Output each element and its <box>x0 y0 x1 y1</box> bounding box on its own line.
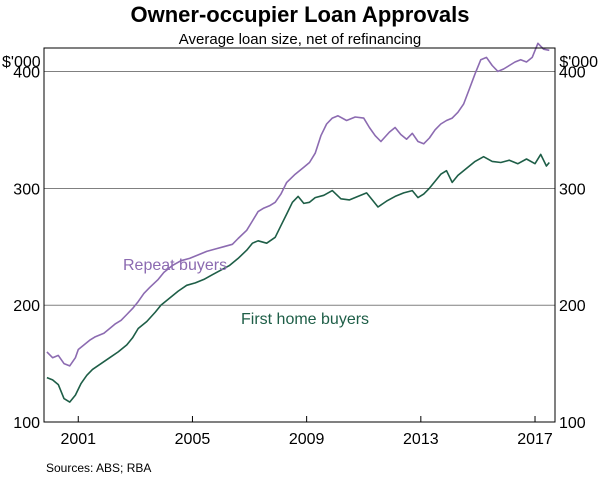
y-tick-left-400: 400 <box>13 64 40 81</box>
y-tick-left-100: 100 <box>13 415 40 432</box>
y-tick-right-200: 200 <box>559 298 586 315</box>
series-label-repeat-buyers: Repeat buyers <box>123 257 227 274</box>
plot-frame <box>43 47 556 423</box>
chart-source: Sources: ABS; RBA <box>46 461 151 475</box>
x-tick-2009: 2009 <box>289 431 325 448</box>
x-axis-ticks: 2001 2005 2009 2013 2017 <box>60 416 553 448</box>
chart-title: Owner-occupier Loan Approvals <box>130 2 469 27</box>
y-unit-right: $'000 <box>559 54 598 71</box>
y-tick-right-100: 100 <box>559 415 586 432</box>
series-lines <box>46 42 550 403</box>
x-tick-2001: 2001 <box>60 431 96 448</box>
series-line-first-home-buyers <box>46 153 550 403</box>
y-tick-left-300: 300 <box>13 181 40 198</box>
y-unit-left: $'000 <box>2 54 41 71</box>
y-axis-ticks: 100 100 200 200 300 300 400 400 <box>13 64 586 432</box>
x-tick-2013: 2013 <box>403 431 439 448</box>
x-tick-2017: 2017 <box>517 431 553 448</box>
gridlines <box>44 71 555 306</box>
y-tick-right-400: 400 <box>559 64 586 81</box>
y-tick-right-300: 300 <box>559 181 586 198</box>
x-tick-2005: 2005 <box>175 431 211 448</box>
chart-subtitle: Average loan size, net of refinancing <box>179 31 421 48</box>
series-line-repeat-buyers <box>46 42 550 367</box>
series-label-first-home-buyers: First home buyers <box>241 311 369 328</box>
y-tick-left-200: 200 <box>13 298 40 315</box>
